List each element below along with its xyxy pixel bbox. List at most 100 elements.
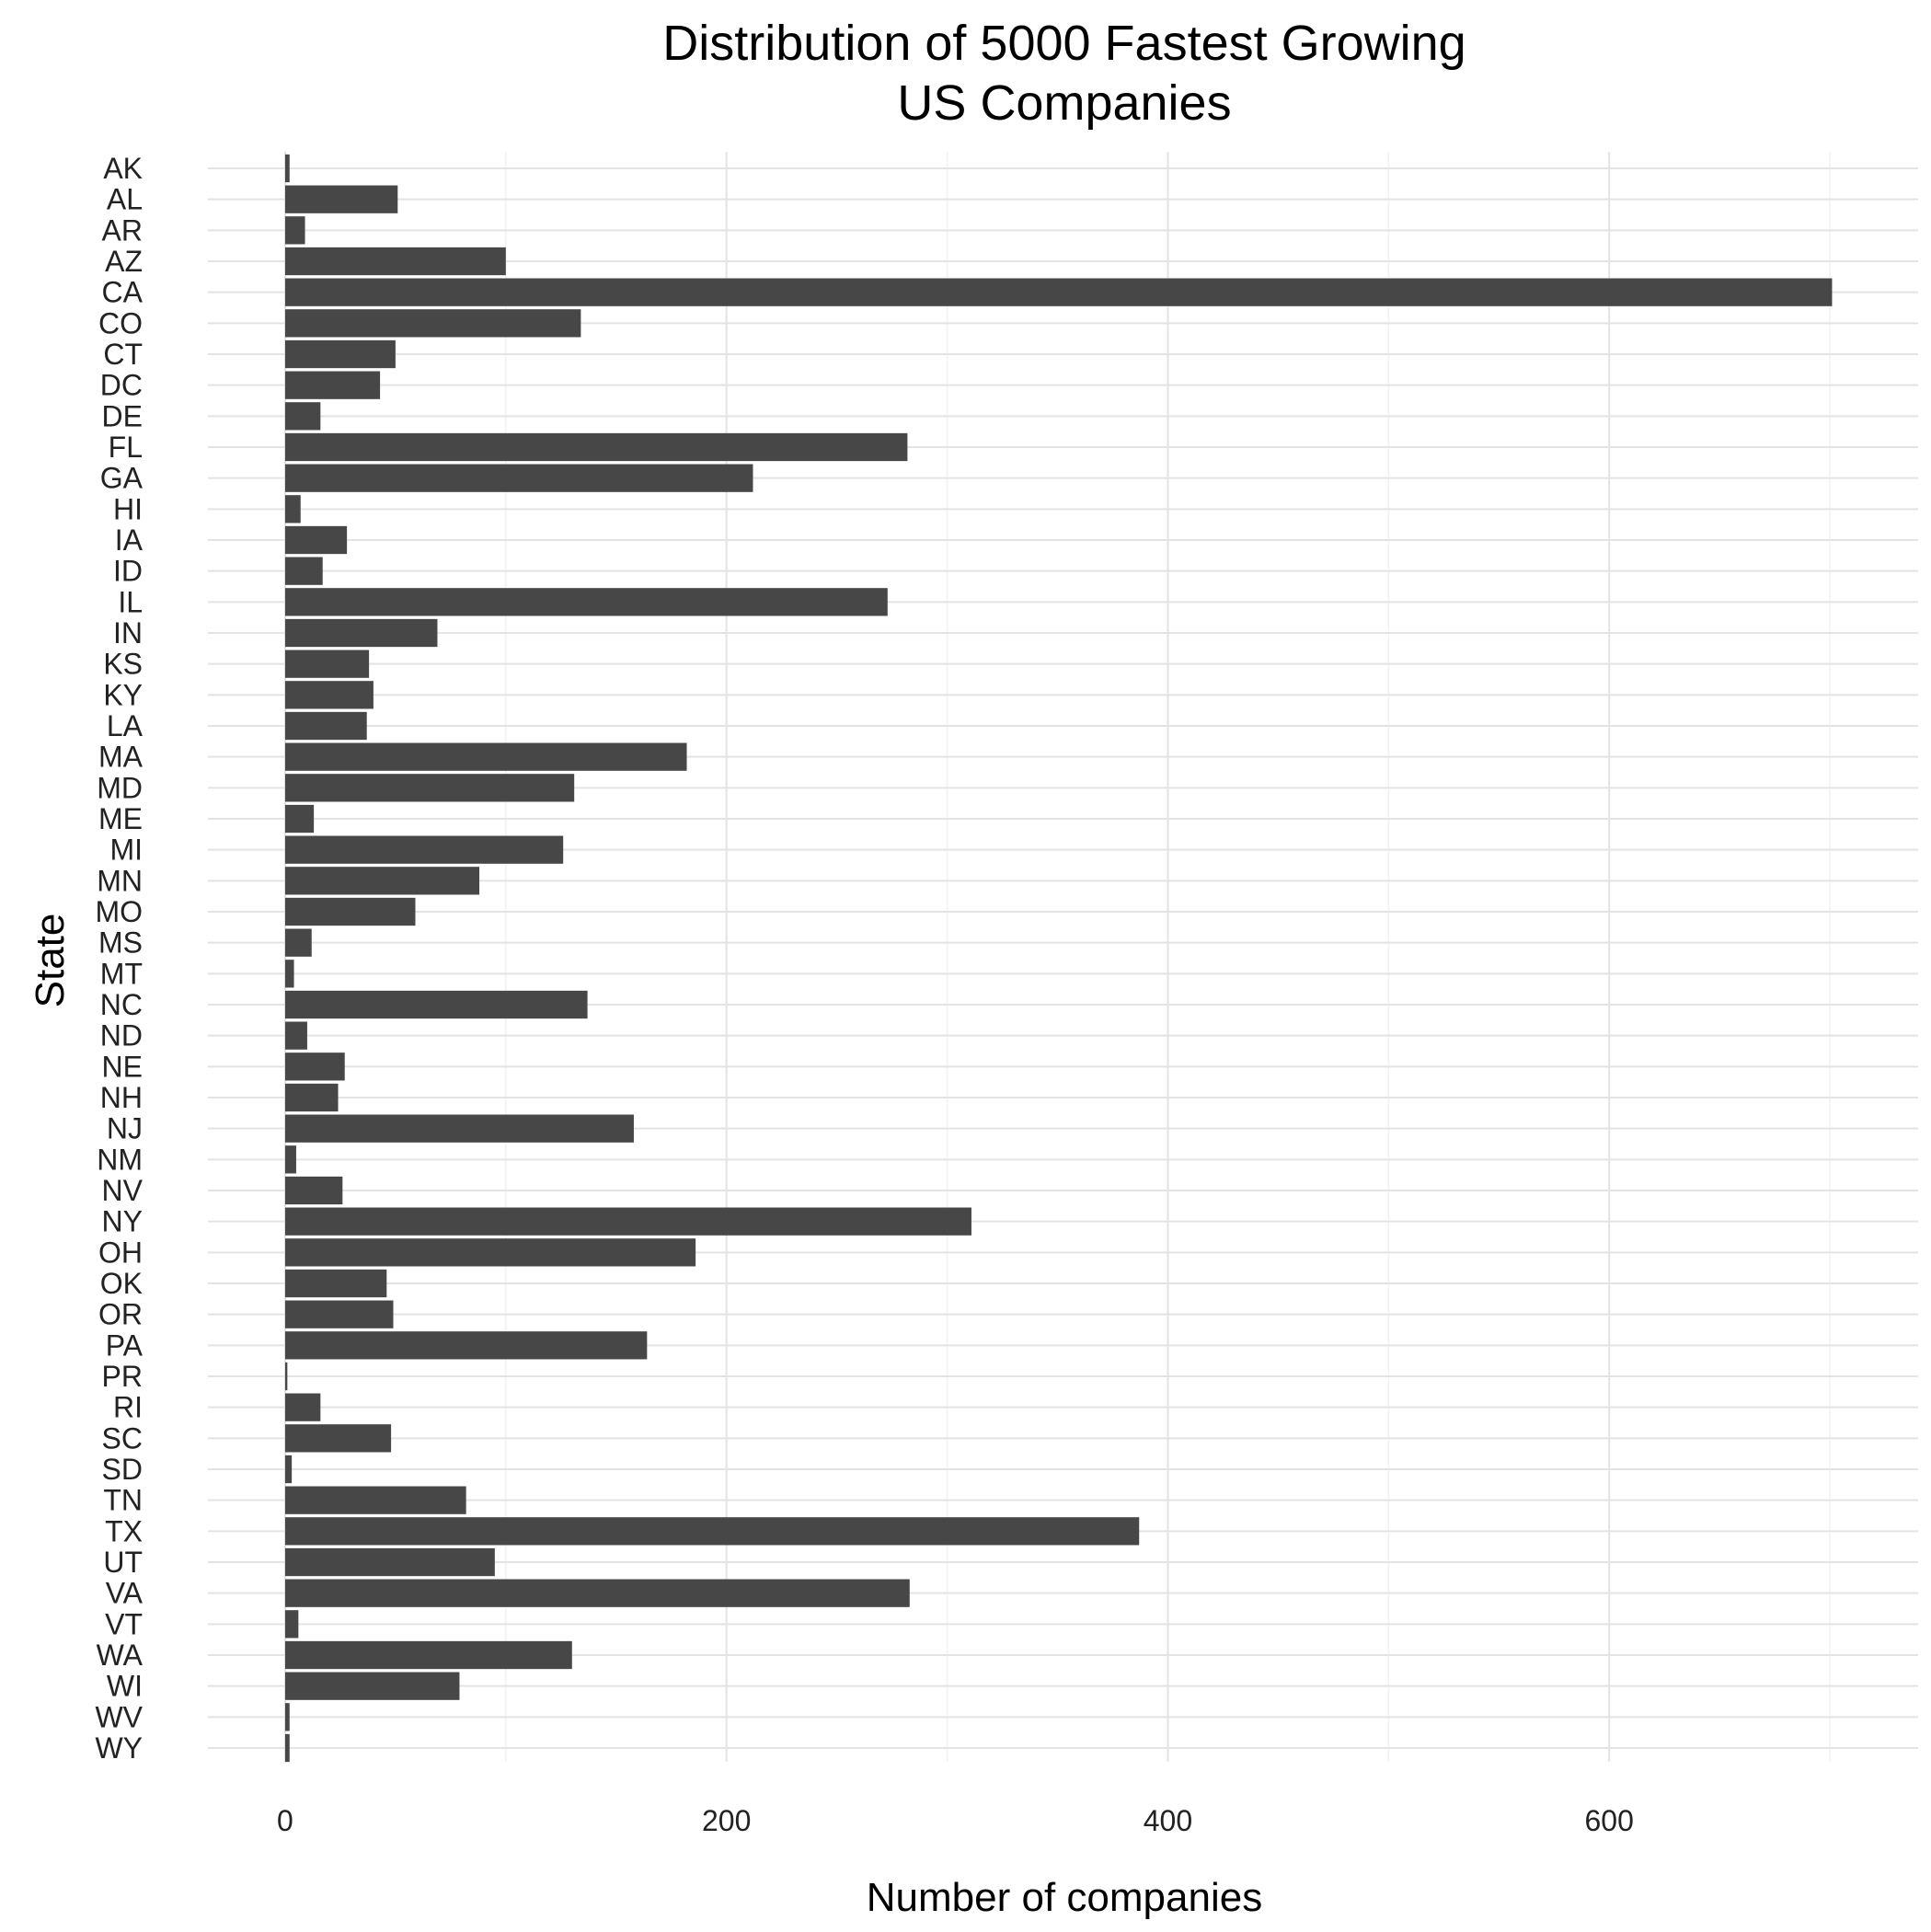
y-tick-label: CT <box>103 338 143 371</box>
x-axis-title: Number of companies <box>867 1875 1262 1920</box>
y-tick-label: AK <box>103 152 143 185</box>
bar-sc <box>284 1424 392 1453</box>
bar-az <box>284 247 506 276</box>
y-tick-label: PR <box>102 1360 143 1393</box>
y-tick-label: TN <box>103 1484 143 1517</box>
y-tick-label: NE <box>102 1050 143 1083</box>
y-tick-label: IA <box>115 523 144 557</box>
y-tick-label: NM <box>97 1143 143 1176</box>
bar-ky <box>284 681 374 709</box>
bar-nh <box>284 1083 339 1112</box>
bar-ct <box>284 339 396 369</box>
y-tick-label: RI <box>113 1391 143 1424</box>
bar-ut <box>284 1547 495 1577</box>
bar-co <box>284 309 581 338</box>
y-tick-label: FL <box>109 431 143 464</box>
y-tick-label: KY <box>103 678 143 711</box>
y-tick-label: WI <box>107 1670 143 1703</box>
y-tick-label: MT <box>100 957 143 990</box>
bar-tx <box>284 1517 1140 1546</box>
y-tick-label: MO <box>95 895 143 928</box>
y-tick-label: KS <box>103 648 143 681</box>
bar-oh <box>284 1238 696 1267</box>
bar-ma <box>284 742 687 771</box>
bar-nj <box>284 1114 634 1143</box>
x-tick-labels: 0 200 400 600 <box>277 1804 1634 1837</box>
y-tick-label: WA <box>97 1639 144 1672</box>
bar-ga <box>284 464 753 492</box>
y-tick-label: WY <box>95 1731 143 1765</box>
bar-hi <box>284 495 301 523</box>
y-tick-label: GA <box>100 462 144 495</box>
bar-tn <box>284 1486 466 1514</box>
bar-ms <box>284 928 312 957</box>
bar-me <box>284 804 315 834</box>
y-tick-label: MD <box>97 771 143 804</box>
bar-mo <box>284 897 416 926</box>
y-tick-label: NC <box>100 988 143 1021</box>
y-tick-label: TX <box>105 1514 143 1547</box>
bar-wi <box>284 1672 460 1700</box>
bars <box>284 154 1833 1763</box>
bar-nc <box>284 990 588 1019</box>
bar-vt <box>284 1610 299 1639</box>
bar-wy <box>284 1733 290 1763</box>
bar-ny <box>284 1207 971 1236</box>
bar-in <box>284 618 438 648</box>
y-tick-label: PA <box>106 1328 144 1362</box>
bar-ia <box>284 525 348 555</box>
x-tick-label: 400 <box>1144 1804 1192 1837</box>
y-tick-label: NY <box>102 1205 143 1238</box>
bar-la <box>284 711 367 741</box>
y-tick-label: NV <box>102 1174 144 1207</box>
bar-ne <box>284 1052 345 1081</box>
bar-nd <box>284 1021 307 1050</box>
y-tick-label: IL <box>118 585 143 618</box>
bar-ks <box>284 650 370 678</box>
y-tick-label: CA <box>102 276 144 309</box>
bar-ar <box>284 216 305 245</box>
y-tick-label: DE <box>102 399 143 432</box>
bar-mi <box>284 835 564 864</box>
y-tick-label: ID <box>113 555 143 588</box>
chart-title-line-2: US Companies <box>897 75 1231 131</box>
bar-al <box>284 185 398 213</box>
bar-mt <box>284 960 294 988</box>
y-tick-label: HI <box>113 492 143 525</box>
y-tick-label: CO <box>98 306 143 339</box>
bar-or <box>284 1300 394 1328</box>
y-tick-label: OK <box>100 1267 143 1300</box>
y-tick-label: OR <box>98 1298 143 1331</box>
bar-sd <box>284 1455 293 1484</box>
y-tick-label: MS <box>98 926 143 960</box>
y-tick-label: IN <box>113 616 143 650</box>
bar-nv <box>284 1176 343 1205</box>
y-tick-label: ND <box>100 1019 143 1052</box>
bar-pa <box>284 1331 648 1360</box>
bar-wv <box>284 1703 290 1731</box>
bar-pr <box>284 1362 288 1391</box>
bar-dc <box>284 371 381 399</box>
bar-nm <box>284 1145 296 1174</box>
bar-ak <box>284 154 290 183</box>
y-tick-label: MI <box>109 834 143 867</box>
y-tick-label: VA <box>106 1577 144 1610</box>
y-tick-label: VT <box>105 1607 143 1640</box>
y-tick-label: ME <box>98 802 143 835</box>
bar-md <box>284 774 575 802</box>
y-tick-label: LA <box>107 709 144 742</box>
bar-ca <box>284 278 1833 306</box>
y-tick-label: AR <box>102 213 143 247</box>
bar-va <box>284 1579 910 1607</box>
chart-title-line-1: Distribution of 5000 Fastest Growing <box>662 16 1465 71</box>
y-tick-label: AZ <box>105 245 143 278</box>
bar-id <box>284 557 323 585</box>
y-tick-label: SC <box>102 1421 143 1455</box>
bar-wa <box>284 1640 572 1670</box>
bar-ok <box>284 1269 387 1298</box>
y-tick-label: NJ <box>107 1112 143 1145</box>
y-tick-label: AL <box>107 183 143 216</box>
y-axis-title: State <box>28 914 73 1008</box>
y-tick-label: DC <box>100 369 143 402</box>
